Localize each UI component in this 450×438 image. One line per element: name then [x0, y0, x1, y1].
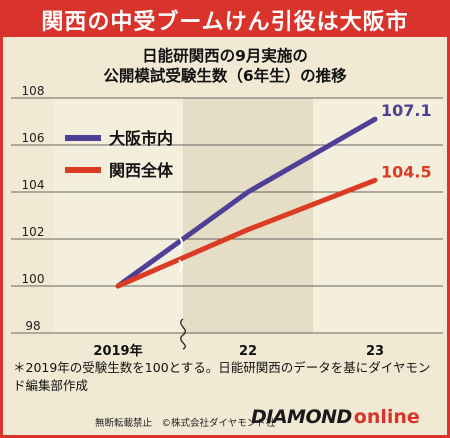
legend-label: 大阪市内	[109, 129, 173, 148]
logo-main-text: DIAMOND	[251, 406, 352, 428]
y-tick-label: 102	[22, 225, 45, 239]
x-tick-label: 22	[239, 344, 257, 359]
y-tick-label: 100	[22, 272, 45, 286]
series-line-2	[115, 177, 378, 289]
plot-band-2	[183, 98, 313, 333]
end-value-label: 107.1	[381, 101, 432, 120]
chart-subtitle-line2: 公開模試受験生数（6年生）の推移	[103, 67, 347, 85]
copyright-text: 無断転載禁止 ©株式会社ダイヤモンド社	[95, 418, 276, 429]
axis-break-mark	[180, 318, 186, 350]
end-value-label: 104.5	[381, 162, 432, 181]
source-note: ＊2019年の受験生数を100とする。日能研関西のデータを基にダイヤモンド編集部…	[13, 360, 431, 393]
x-tick-label: 23	[366, 344, 384, 359]
diamond-online-logo: DIAMOND online	[251, 406, 420, 428]
line-break-mark-1	[178, 236, 183, 250]
y-tick-label: 98	[25, 319, 40, 333]
y-tick-label: 106	[22, 131, 45, 145]
y-tick-label: 108	[22, 84, 45, 98]
legend-label: 関西全体	[109, 161, 174, 180]
line-break-mark-2	[178, 259, 183, 273]
x-tick-label: 2019年	[93, 343, 142, 359]
plot-band-3	[313, 98, 443, 333]
footer: 無断転載禁止 ©株式会社ダイヤモンド社 DIAMOND online	[3, 403, 447, 435]
series-line-1	[115, 116, 378, 289]
logo-sub-text: online	[353, 406, 420, 428]
y-tick-label: 104	[22, 178, 45, 192]
headline-banner: 関西の中受ブームけん引役は大阪市	[3, 3, 447, 37]
chart-subtitle-line1: 日能研関西の9月実施の	[142, 47, 308, 65]
line-chart: 98 100 102 104 106 108 2019年 22 23 107.1 104.5 大阪市内…	[11, 84, 443, 359]
